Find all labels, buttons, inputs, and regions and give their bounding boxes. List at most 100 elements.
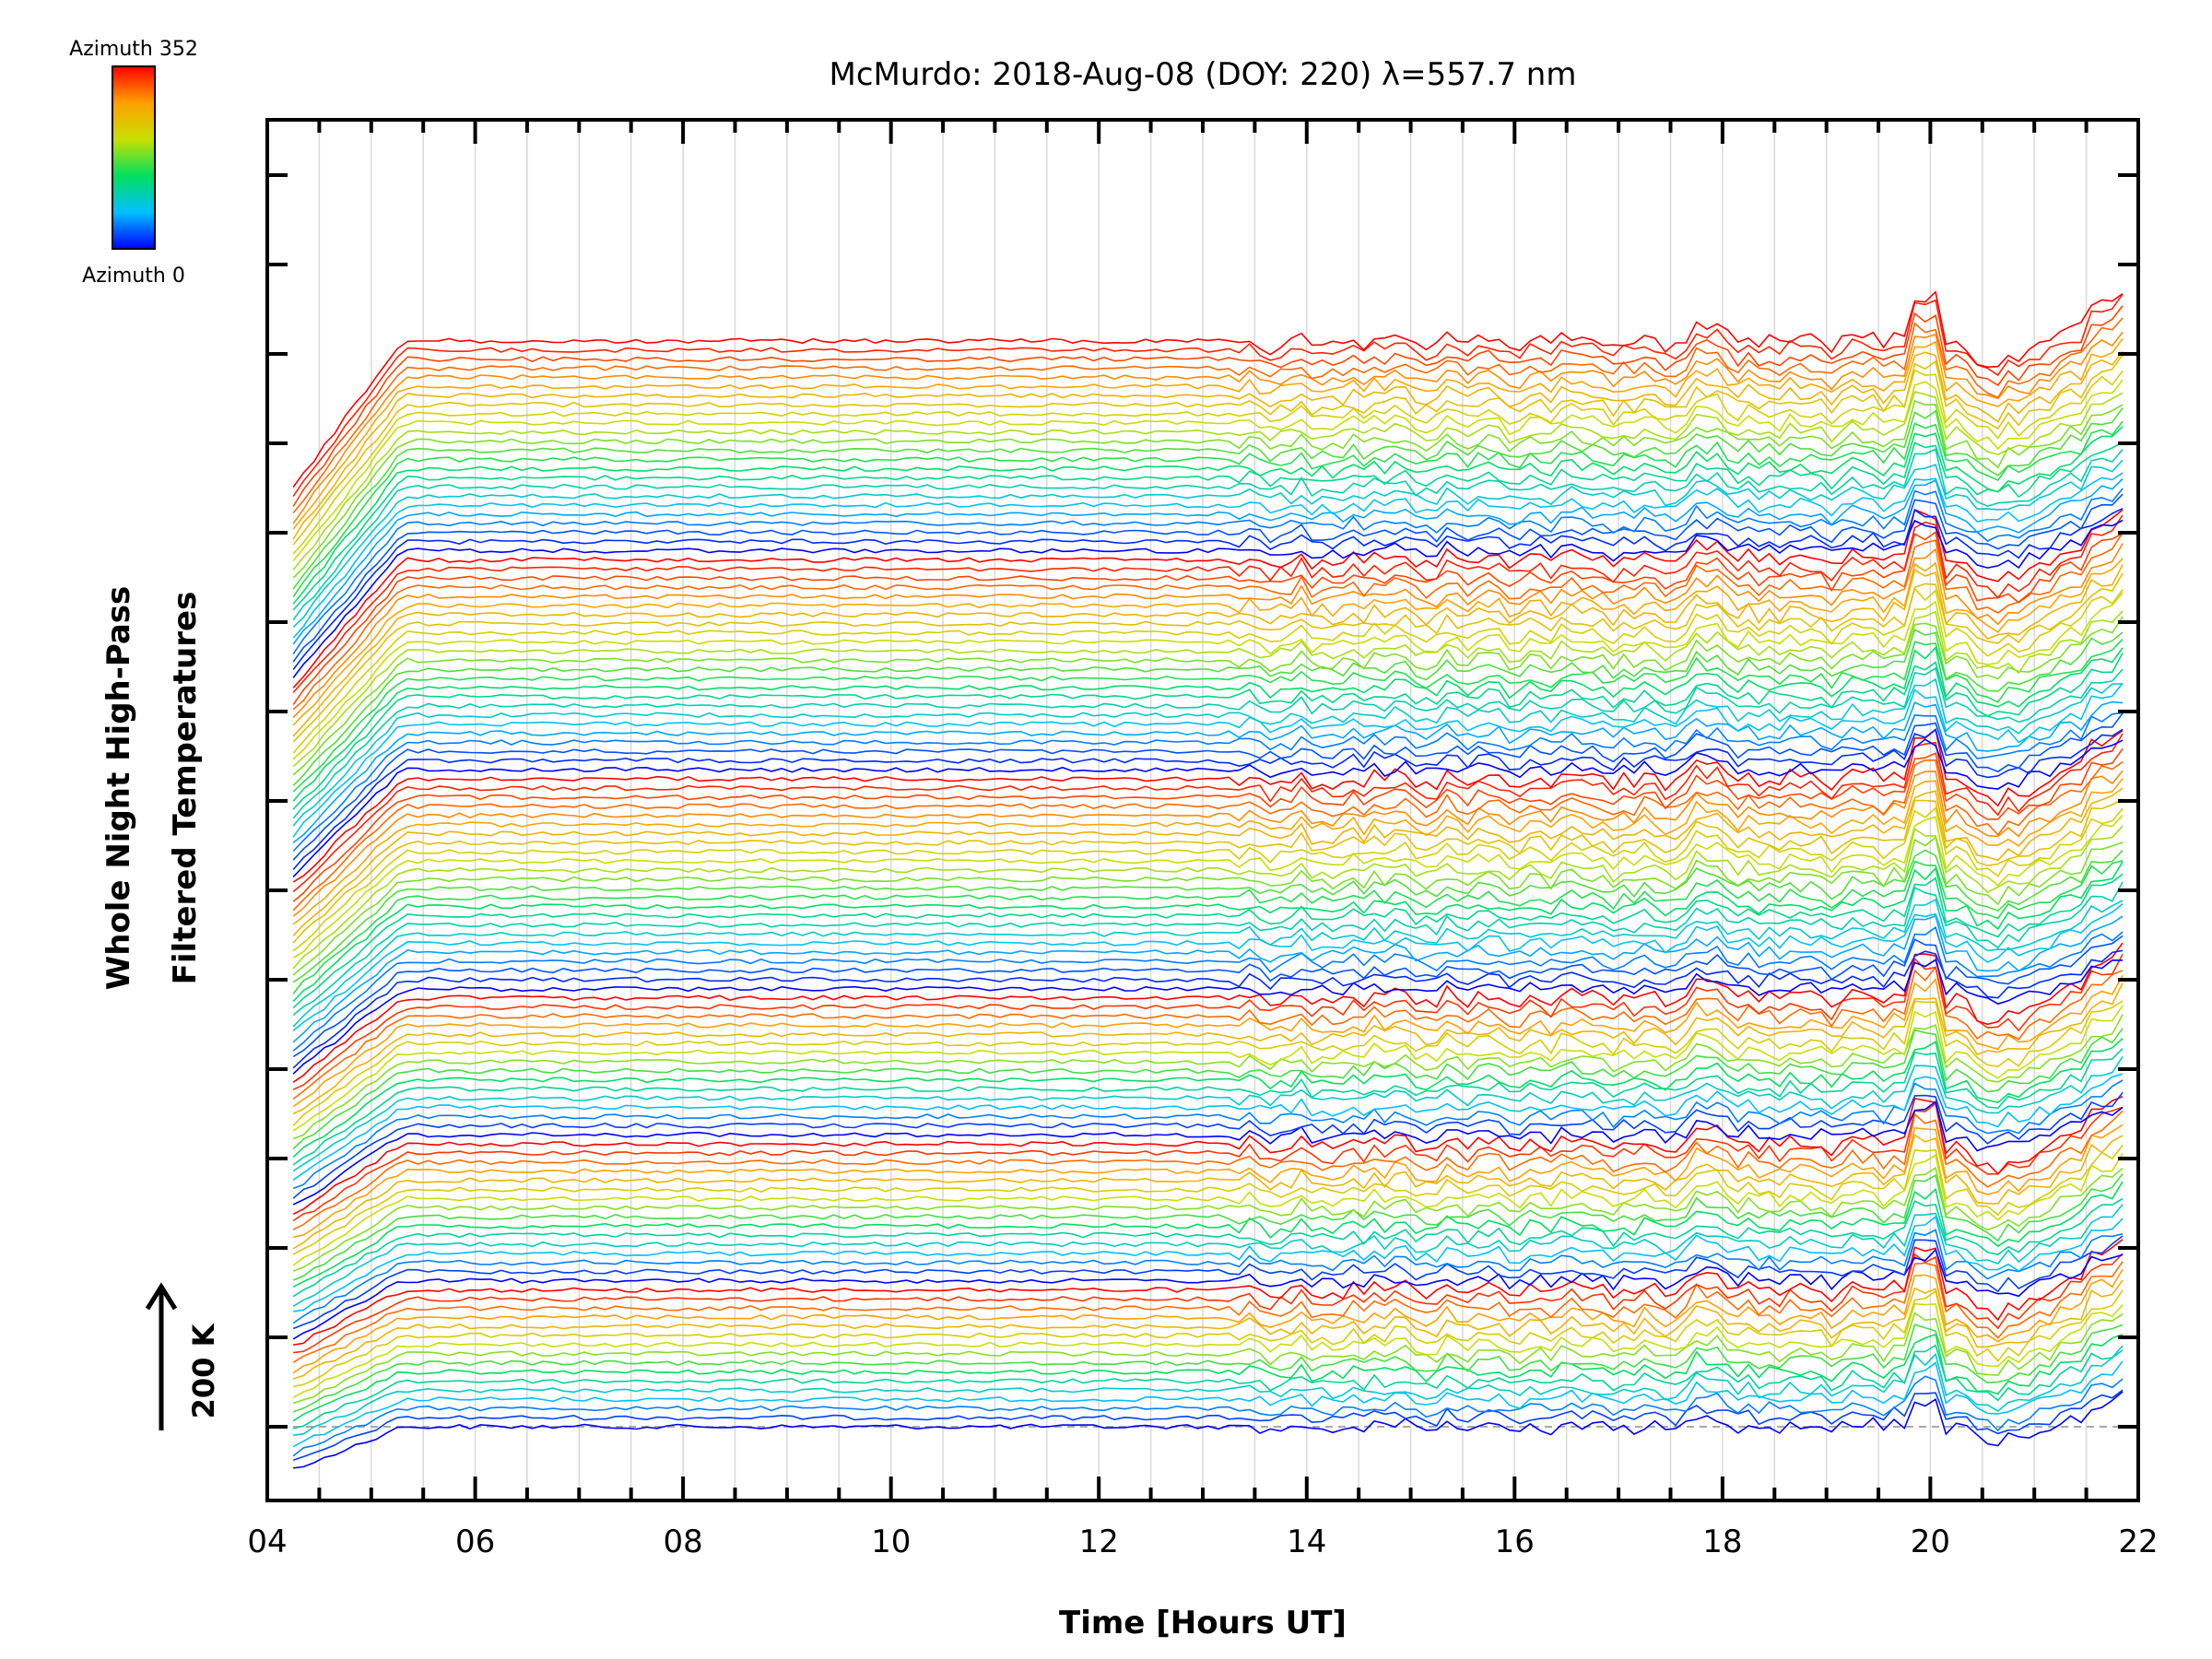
series-line <box>292 616 2124 776</box>
series-line <box>292 1055 2124 1172</box>
x-tick-label: 12 <box>1079 1524 1119 1560</box>
series-line <box>292 982 2124 1115</box>
series-line <box>292 399 2124 579</box>
series-line <box>292 1268 2124 1374</box>
series-line <box>292 293 2124 498</box>
scale-bar-arrowhead <box>145 1282 178 1311</box>
series-line <box>292 507 2124 670</box>
series-line <box>292 317 2124 514</box>
series-line <box>292 1302 2124 1399</box>
series-line <box>292 1261 2124 1363</box>
series-line <box>292 1360 2124 1448</box>
series-line <box>292 677 2124 827</box>
series-line <box>292 666 2124 819</box>
series-line <box>292 1134 2124 1250</box>
series-line <box>292 558 2124 726</box>
series-line <box>292 592 2124 760</box>
series-line <box>292 629 2124 786</box>
series-line <box>292 1144 2124 1255</box>
series-line <box>292 1166 2124 1272</box>
series-line <box>292 477 2124 645</box>
series-line <box>292 1073 2124 1181</box>
legend-bottom-label: Azimuth 0 <box>82 265 185 288</box>
series-line <box>292 448 2124 621</box>
legend-top-label: Azimuth 352 <box>69 38 198 61</box>
series-line <box>292 653 2124 810</box>
series-line <box>292 350 2124 540</box>
series-line <box>292 1152 2124 1266</box>
series-line <box>292 610 2124 768</box>
series-line <box>292 1100 2124 1206</box>
series-line <box>292 564 2124 737</box>
series-line <box>292 459 2124 628</box>
series-line <box>292 700 2124 843</box>
series-line <box>292 493 2124 663</box>
x-tick-label: 20 <box>1911 1524 1950 1560</box>
series-line <box>292 902 2124 1032</box>
series-line <box>292 1028 2124 1150</box>
y-axis-label-line2: Filtered Temperatures <box>167 592 204 985</box>
x-tick-label: 06 <box>455 1524 495 1560</box>
series-line <box>292 914 2124 1043</box>
series-line <box>292 420 2124 597</box>
series-line <box>293 1391 2124 1469</box>
series-line <box>292 531 2124 706</box>
series-line <box>292 1312 2124 1405</box>
axis-ticks <box>265 120 2140 1500</box>
series-line <box>292 1173 2124 1281</box>
series-line <box>292 859 2124 994</box>
series-line <box>292 331 2124 524</box>
x-axis-label: Time [Hours UT] <box>1059 1605 1347 1641</box>
series-line <box>292 1095 2124 1216</box>
series-line <box>292 1181 2124 1288</box>
x-tick-labels: 04 06 08 10 12 14 16 18 20 22 <box>247 1524 2158 1560</box>
series-line <box>292 1375 2124 1457</box>
series-line <box>293 1349 2124 1437</box>
series-line <box>292 1389 2124 1461</box>
series-line <box>292 379 2124 561</box>
series-line <box>293 1253 2124 1354</box>
series-line <box>292 942 2124 1083</box>
series-line <box>292 806 2124 952</box>
scale-bar: 200 K <box>145 1282 221 1430</box>
series-line <box>292 1038 2124 1158</box>
x-tick-label: 16 <box>1495 1524 1535 1560</box>
series-line <box>292 935 2124 1058</box>
series-line <box>292 407 2124 590</box>
series-line <box>292 1324 2124 1413</box>
series-line <box>292 712 2124 861</box>
series-line <box>292 953 2124 1090</box>
series-line <box>292 305 2124 507</box>
series-line <box>292 514 2124 694</box>
series-line <box>292 873 2124 1009</box>
series-line <box>292 391 2124 571</box>
series-line <box>292 1333 2124 1422</box>
series-line <box>292 1204 2124 1307</box>
azimuth-colorbar <box>112 65 156 250</box>
series-line <box>292 861 2124 1003</box>
x-tick-label: 22 <box>2118 1524 2158 1560</box>
series-line <box>292 586 2124 754</box>
series-line <box>292 441 2124 611</box>
series-line <box>292 825 2124 970</box>
series-line <box>292 965 2124 1100</box>
series-line <box>293 1289 2124 1388</box>
series-line <box>292 728 2124 871</box>
x-tick-label: 04 <box>247 1524 287 1560</box>
series-lines <box>292 290 2124 1469</box>
series-line <box>292 1110 2124 1230</box>
series-line <box>292 778 2124 925</box>
series-line <box>292 759 2124 912</box>
series-line <box>292 369 2124 555</box>
series-line <box>292 949 2124 1069</box>
x-tick-label: 18 <box>1702 1524 1742 1560</box>
series-line <box>292 1005 2124 1132</box>
series-line <box>292 836 2124 976</box>
series-line <box>292 639 2124 793</box>
series-line <box>292 488 2124 655</box>
series-line <box>292 770 2124 917</box>
series-line <box>293 1215 2124 1312</box>
x-tick-label: 10 <box>871 1524 911 1560</box>
series-line <box>292 532 2124 711</box>
series-line <box>292 974 2124 1108</box>
